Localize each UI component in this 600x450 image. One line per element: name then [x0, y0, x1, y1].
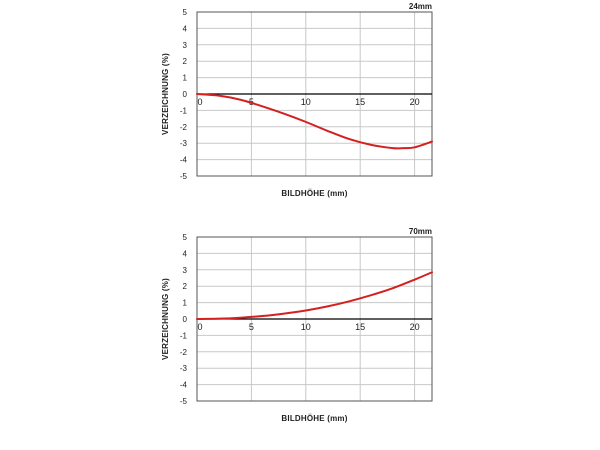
- y-tick-label: -2: [180, 348, 188, 357]
- y-tick-label: 0: [183, 315, 188, 324]
- y-tick-label: 3: [183, 266, 188, 275]
- y-tick-label: 5: [183, 233, 188, 242]
- y-tick-label: 0: [183, 90, 188, 99]
- focal-length-label: 24mm: [409, 2, 432, 11]
- x-tick-label: 15: [355, 97, 365, 107]
- distortion-chart-24mm: 5 4 3 2 1 0 -1 -2 -3 -4 -5 0 5 10 15 20 24mm BILDHÖHE (mm…: [161, 2, 433, 198]
- y-tick-label: 4: [183, 24, 188, 33]
- y-axis-label: VERZEICHNUNG (%): [161, 53, 170, 135]
- y-tick-label: 1: [183, 74, 188, 83]
- y-tick-label: -1: [180, 106, 188, 115]
- x-tick-label: 20: [410, 97, 420, 107]
- x-tick-label: 10: [301, 97, 311, 107]
- distortion-curve: [196, 93, 433, 150]
- y-tick-label: -1: [180, 331, 188, 340]
- y-tick-label: 2: [183, 282, 188, 291]
- y-axis-label: VERZEICHNUNG (%): [161, 278, 170, 360]
- x-tick-label: 0: [197, 322, 202, 332]
- x-tick-label: 15: [355, 322, 365, 332]
- y-tick-label: 4: [183, 249, 188, 258]
- x-axis-label: BILDHÖHE (mm): [281, 414, 347, 423]
- x-tick-label: 10: [301, 322, 311, 332]
- y-tick-label: 1: [183, 299, 188, 308]
- x-axis-label: BILDHÖHE (mm): [281, 189, 347, 198]
- distortion-curve: [196, 271, 433, 320]
- y-tick-label: -3: [180, 139, 188, 148]
- x-tick-label: 5: [249, 322, 254, 332]
- y-tick-label: -4: [180, 156, 188, 165]
- y-tick-label: -5: [180, 172, 188, 181]
- y-tick-label: -3: [180, 364, 188, 373]
- y-tick-label: 5: [183, 8, 188, 17]
- y-tick-label: -5: [180, 397, 188, 406]
- distortion-chart-70mm: 5 4 3 2 1 0 -1 -2 -3 -4 -5 0 5 10 15 20 70mm BILDHÖHE (mm…: [0, 225, 600, 450]
- y-tick-label: -4: [180, 381, 188, 390]
- x-tick-label: 0: [197, 97, 202, 107]
- y-tick-label: 2: [183, 57, 188, 66]
- x-tick-label: 20: [410, 322, 420, 332]
- y-tick-label: -2: [180, 123, 188, 132]
- y-tick-label: 3: [183, 41, 188, 50]
- focal-length-label: 70mm: [409, 227, 432, 236]
